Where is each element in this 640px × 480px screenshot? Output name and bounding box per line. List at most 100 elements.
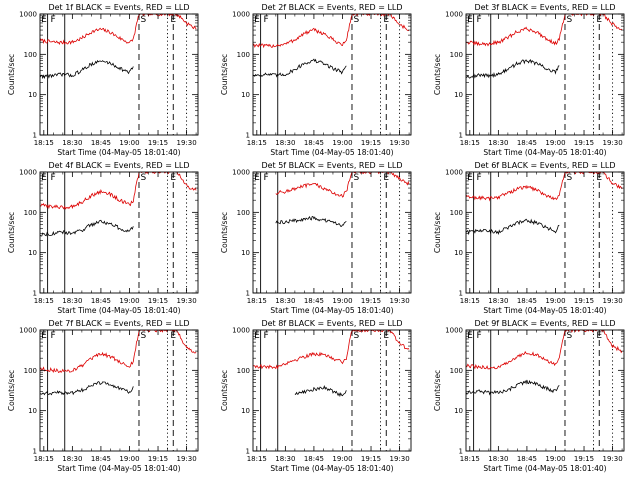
panel-title: Det 1f BLACK = Events, RED = LLD	[48, 3, 189, 12]
x-tick-label: 19:15	[361, 297, 381, 305]
y-tick-label: 10	[454, 91, 463, 99]
x-tick-label: 18:45	[91, 297, 111, 305]
x-axis-label: Start Time (04-May-05 18:01:40)	[57, 148, 180, 157]
events-series-line	[40, 59, 134, 80]
panel: Det 3f BLACK = Events, RED = LLD 1 10 100 10…	[433, 3, 625, 157]
panel-title: Det 8f BLACK = Events, RED = LLD	[261, 319, 402, 328]
x-tick-label: 18:30	[488, 297, 508, 305]
y-tick-label: 1	[459, 448, 463, 456]
y-tick-label: 10	[454, 407, 463, 415]
x-tick-label: 18:30	[488, 455, 508, 463]
plot-frame	[252, 13, 412, 136]
interval-marker-label: E	[170, 15, 176, 25]
x-tick-label: 18:30	[275, 455, 295, 463]
x-tick-label: 18:15	[34, 139, 54, 147]
x-tick-label: 19:00	[545, 139, 565, 147]
interval-marker-label: E	[254, 173, 260, 183]
x-tick-label: 19:00	[119, 297, 139, 305]
interval-marker-label: E	[254, 331, 260, 341]
y-tick-label: 100	[24, 51, 37, 59]
interval-marker-label: F	[263, 173, 268, 183]
events-series-line	[40, 219, 134, 237]
x-tick-label: 18:45	[304, 455, 324, 463]
panel: Det 6f BLACK = Events, RED = LLD 1 10 100 10…	[433, 161, 625, 315]
panel: Det 5f BLACK = Events, RED = LLD 1 10 100 10…	[220, 161, 412, 315]
y-tick-label: 1000	[232, 169, 250, 177]
y-tick-label: 10	[28, 91, 37, 99]
events-series-line	[253, 58, 347, 78]
panel: Det 9f BLACK = Events, RED = LLD 1 10 100 10…	[433, 319, 625, 473]
interval-marker-label: F	[50, 173, 55, 183]
plot-frame	[252, 329, 412, 452]
y-axis-label: Counts/sec	[7, 370, 16, 411]
x-tick-label: 19:00	[119, 455, 139, 463]
panel-title: Det 3f BLACK = Events, RED = LLD	[474, 3, 615, 12]
x-tick-label: 19:15	[361, 455, 381, 463]
panel: Det 4f BLACK = Events, RED = LLD 1 10 100 10…	[7, 161, 199, 315]
x-tick-label: 19:00	[119, 139, 139, 147]
x-tick-label: 19:15	[148, 139, 168, 147]
x-tick-label: 19:30	[176, 455, 196, 463]
y-tick-label: 1000	[445, 327, 463, 335]
y-tick-label: 1	[246, 132, 250, 140]
panel: Det 2f BLACK = Events, RED = LLD 1 10 100 10…	[220, 3, 412, 157]
interval-marker-label: E	[596, 331, 602, 341]
x-axis-label: Start Time (04-May-05 18:01:40)	[57, 306, 180, 315]
y-axis-label: Counts/sec	[220, 370, 229, 411]
interval-marker-label: E	[41, 173, 47, 183]
plot-frame	[39, 171, 199, 294]
y-axis-label: Counts/sec	[220, 54, 229, 95]
lld-series-line	[466, 330, 623, 370]
interval-marker-label: S	[354, 173, 360, 183]
y-axis-label: Counts/sec	[7, 54, 16, 95]
x-tick-label: 18:15	[247, 297, 267, 305]
x-tick-label: 19:00	[332, 139, 352, 147]
y-tick-label: 100	[450, 367, 463, 375]
y-tick-label: 1000	[19, 327, 37, 335]
lld-series-line	[40, 14, 197, 45]
interval-marker-label: S	[567, 331, 573, 341]
y-tick-label: 100	[237, 51, 250, 59]
y-tick-label: 1000	[19, 169, 37, 177]
interval-marker-label: E	[467, 173, 473, 183]
interval-marker-label: F	[263, 331, 268, 341]
x-tick-label: 19:15	[148, 297, 168, 305]
interval-marker-label: E	[170, 331, 176, 341]
interval-marker-label: E	[467, 15, 473, 25]
panel-title: Det 5f BLACK = Events, RED = LLD	[261, 161, 402, 170]
interval-marker-label: S	[354, 331, 360, 341]
x-tick-label: 19:15	[574, 297, 594, 305]
y-tick-label: 1	[33, 448, 37, 456]
interval-marker-label: S	[567, 15, 573, 25]
x-tick-label: 19:30	[602, 455, 622, 463]
y-tick-label: 10	[241, 91, 250, 99]
x-tick-label: 18:30	[62, 455, 82, 463]
panel: Det 1f BLACK = Events, RED = LLD 1 10 100 10…	[7, 3, 199, 157]
x-tick-label: 19:00	[545, 297, 565, 305]
x-tick-label: 18:45	[517, 297, 537, 305]
interval-marker-label: F	[476, 331, 481, 341]
y-axis-label: Counts/sec	[433, 54, 442, 95]
x-tick-label: 18:15	[34, 455, 54, 463]
x-tick-label: 19:15	[574, 139, 594, 147]
y-tick-label: 10	[241, 249, 250, 257]
y-tick-label: 10	[28, 407, 37, 415]
x-tick-label: 18:30	[275, 297, 295, 305]
y-axis-label: Counts/sec	[220, 212, 229, 253]
events-series-line	[275, 216, 347, 227]
x-tick-label: 19:30	[176, 139, 196, 147]
interval-marker-label: E	[41, 331, 47, 341]
x-tick-label: 18:15	[247, 139, 267, 147]
panel-title: Det 6f BLACK = Events, RED = LLD	[474, 161, 615, 170]
interval-marker-label: E	[596, 15, 602, 25]
y-tick-label: 1	[459, 290, 463, 298]
events-series-line	[294, 385, 347, 398]
x-tick-label: 18:15	[460, 297, 480, 305]
y-tick-label: 1000	[445, 169, 463, 177]
x-axis-label: Start Time (04-May-05 18:01:40)	[270, 148, 393, 157]
x-tick-label: 19:15	[574, 455, 594, 463]
x-tick-label: 18:45	[304, 139, 324, 147]
x-tick-label: 19:00	[545, 455, 565, 463]
y-tick-label: 1000	[445, 11, 463, 19]
